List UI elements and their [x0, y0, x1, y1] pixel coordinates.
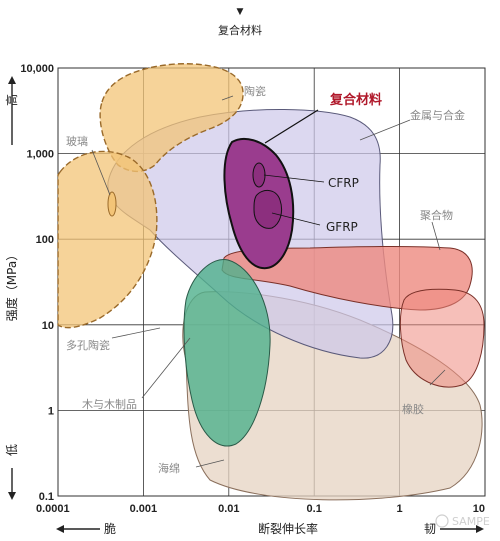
y-low-arrowhead	[8, 492, 16, 500]
wood-region	[183, 258, 271, 447]
x-high-label: 韧	[424, 522, 436, 536]
y-tick-labels: 0.1 1 10 100 1,000 10,000	[20, 63, 54, 503]
y-tick-label: 1,000	[26, 149, 54, 161]
x-tick-labels: 0.0001 0.001 0.01 0.1 1 10	[36, 503, 485, 515]
y-tick-label: 10,000	[20, 63, 54, 75]
glass-label: 玻璃	[66, 134, 88, 148]
header-marker: ▼	[237, 7, 244, 17]
x-tick-label: 0.001	[130, 503, 158, 515]
rubber-label: 橡胶	[402, 402, 424, 416]
x-high-arrowhead	[476, 525, 484, 533]
x-tick-label: 10	[473, 503, 485, 515]
watermark-icon	[435, 514, 449, 528]
gfrp-label: GFRP	[326, 220, 358, 234]
porous-ceramic-label: 多孔陶瓷	[66, 338, 110, 352]
y-tick-label: 100	[36, 234, 54, 246]
x-low-arrowhead	[56, 525, 64, 533]
polymer-label: 聚合物	[420, 208, 453, 222]
y-tick-label: 0.1	[39, 491, 54, 503]
watermark: SAMPE	[435, 514, 490, 528]
metal-alloy-label: 金属与合金	[410, 108, 465, 122]
x-tick-label: 1	[397, 503, 403, 515]
x-tick-label: 0.01	[218, 503, 239, 515]
wood-label: 木与木制品	[82, 398, 137, 411]
ceramic-label: 陶瓷	[244, 84, 266, 98]
foam-label: 海绵	[158, 461, 180, 475]
rubber-region	[399, 288, 485, 388]
header-title: 复合材料	[218, 23, 262, 37]
x-axis-label: 断裂伸长率	[258, 521, 318, 536]
x-low-label: 脆	[104, 521, 116, 536]
leader-lines	[91, 95, 446, 468]
glass-region	[107, 191, 117, 217]
cfrp-label: CFRP	[328, 176, 359, 190]
x-tick-label: 0.0001	[36, 503, 70, 515]
cfrp-region	[252, 162, 266, 188]
y-axis-annotations: 高 强度（MPa） 低	[4, 76, 19, 500]
y-axis-label: 强度（MPa）	[4, 249, 19, 321]
gfrp-region	[253, 190, 283, 229]
y-high-arrowhead	[8, 76, 16, 84]
y-low-label: 低	[5, 444, 19, 456]
porous-ceramic-region	[57, 150, 158, 329]
composite-label: 复合材料	[329, 92, 382, 108]
x-axis-annotations: 脆 断裂伸长率 韧	[56, 521, 484, 536]
watermark-text: SAMPE	[452, 515, 490, 528]
y-tick-label: 10	[42, 320, 54, 332]
y-tick-label: 1	[48, 405, 54, 417]
x-tick-label: 0.1	[307, 503, 322, 515]
